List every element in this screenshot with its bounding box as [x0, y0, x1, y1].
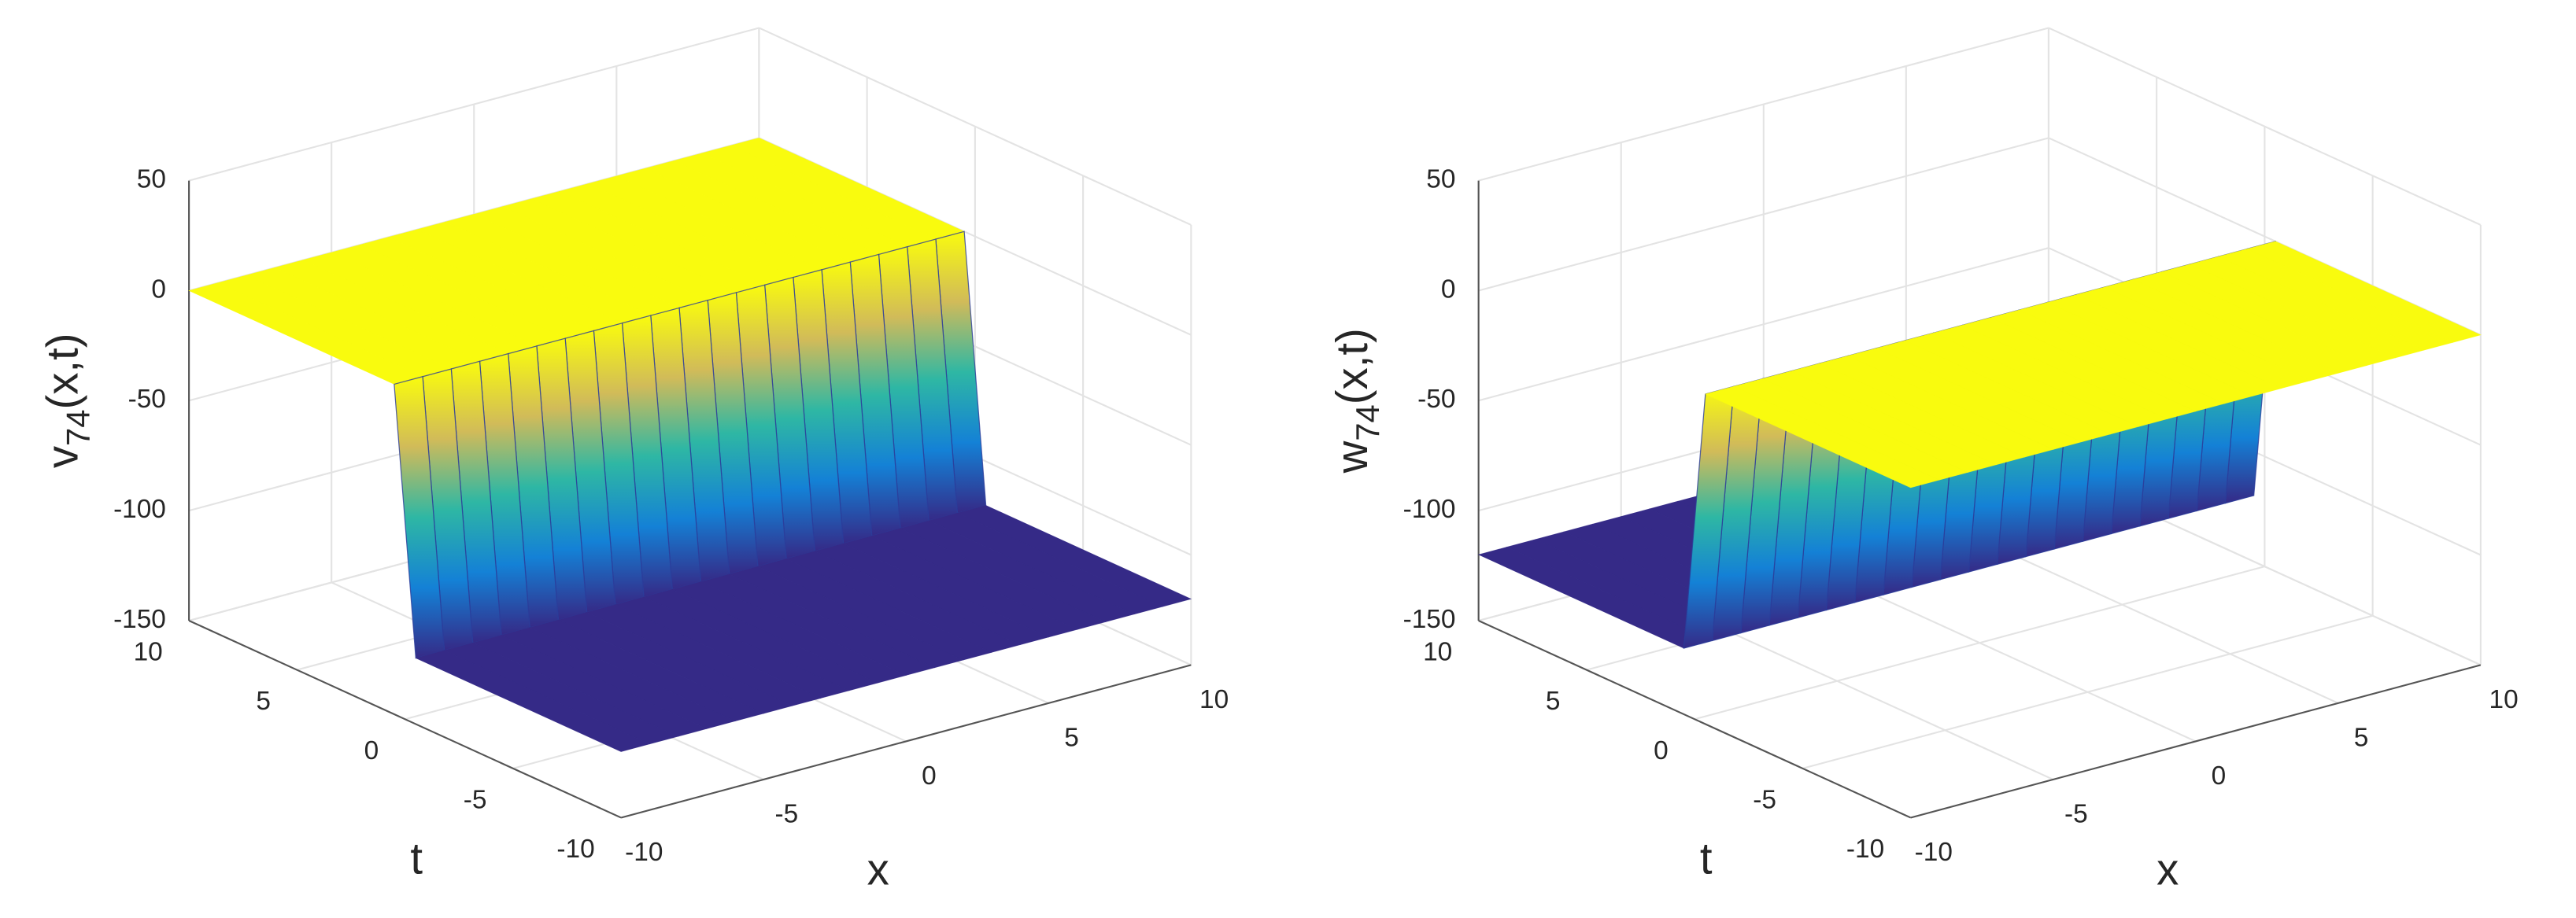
z-axis-label: w74(x,t) [1327, 328, 1386, 474]
surface-cell [1704, 385, 1940, 488]
z-label-rest: (x,t) [1327, 328, 1377, 404]
z-tick-label: 50 [1426, 164, 1455, 194]
z-tick-label: -150 [1403, 605, 1456, 634]
grid-line [758, 27, 1192, 226]
grid-line [1478, 27, 2049, 182]
x-tick-label: 10 [2489, 685, 2519, 714]
grid-line [1478, 137, 2049, 292]
z-axis-label: v74(x,t) [37, 333, 96, 468]
y-tick-label: 0 [364, 736, 379, 765]
grid-line [188, 27, 759, 182]
z-tick-label: -150 [113, 605, 166, 634]
x-tick-label: -5 [2064, 800, 2088, 829]
y-axis-label: t [410, 834, 423, 883]
grid-line [1694, 566, 2265, 721]
x-tick-label: 5 [2354, 724, 2369, 753]
z-tick-label: -50 [1417, 385, 1455, 414]
z-tick-label: 0 [151, 275, 166, 304]
z-label-subscript: 74 [59, 410, 96, 446]
grid-line [1802, 614, 2373, 769]
y-tick-label: -10 [1846, 835, 1884, 864]
axis-line [1478, 620, 1912, 819]
surface-chart: -10-50510-10-50510-150-100-50050xtw74(x,… [1327, 27, 2519, 894]
surface-cell [415, 650, 651, 752]
grid-line [2048, 27, 2482, 226]
z-tick-label: -50 [128, 385, 166, 414]
x-axis-label: x [867, 844, 889, 894]
z-tick-label: 50 [137, 164, 166, 194]
surface-chart: -10-50510-10-50510-150-100-50050xtv74(x,… [37, 27, 1229, 894]
y-axis-label: t [1700, 834, 1713, 883]
x-tick-label: 5 [1064, 724, 1079, 753]
x-tick-label: 10 [1199, 685, 1229, 714]
y-tick-label: -5 [464, 785, 487, 814]
z-tick-label: -100 [1403, 495, 1456, 524]
z-label-base: w [1327, 441, 1377, 474]
y-tick-label: 0 [1654, 736, 1669, 765]
y-tick-label: 5 [1546, 687, 1561, 716]
x-tick-label: -10 [1915, 838, 1953, 867]
x-tick-label: -10 [625, 838, 663, 867]
z-label-subscript: 74 [1349, 404, 1386, 441]
y-tick-label: 10 [134, 638, 163, 667]
x-tick-label: 0 [922, 761, 937, 791]
y-tick-label: -5 [1753, 785, 1776, 814]
z-tick-label: -100 [113, 495, 166, 524]
x-tick-label: -5 [775, 800, 799, 829]
axis-line [1910, 664, 2482, 819]
z-label-rest: (x,t) [37, 333, 87, 409]
axis-line [620, 664, 1192, 819]
y-tick-label: -10 [556, 835, 594, 864]
x-tick-label: 0 [2212, 761, 2227, 791]
x-axis-label: x [2157, 844, 2179, 894]
z-tick-label: 0 [1441, 275, 1456, 304]
y-tick-label: 10 [1423, 638, 1452, 667]
y-tick-label: 5 [256, 687, 271, 716]
z-label-base: v [37, 446, 87, 468]
axis-line [188, 620, 622, 819]
grid-line [1478, 247, 2049, 402]
